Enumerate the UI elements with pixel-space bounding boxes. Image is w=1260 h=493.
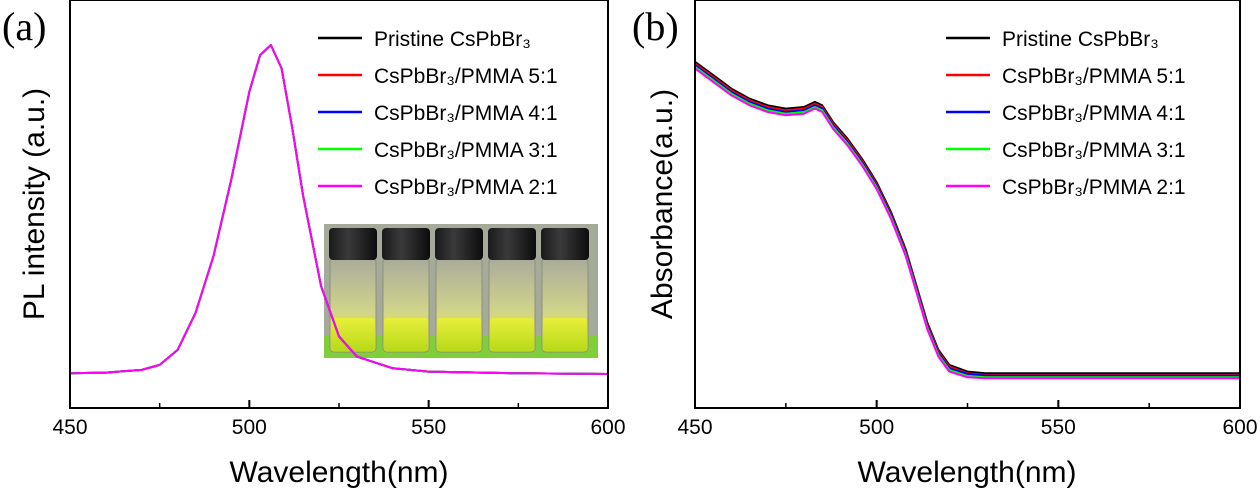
vial-cap xyxy=(435,228,483,260)
series-line-4 xyxy=(694,67,1240,380)
x-tick-label: 500 xyxy=(859,416,894,439)
panel-b-x-ticks: 450 500 550 600 xyxy=(677,400,1258,439)
x-tick-label: 450 xyxy=(677,416,712,439)
panel-b-x-axis-label: Wavelength(nm) xyxy=(858,456,1077,489)
panel-a-pl-spectrum: (a) 450 500 550 600 Wavelength(nm) PL inten… xyxy=(2,0,626,489)
panel-b-letter: (b) xyxy=(632,4,679,49)
panel-a-series xyxy=(69,44,609,375)
x-tick-label: 550 xyxy=(1041,416,1076,439)
legend-label-2: CsPbBr₃/PMMA 4:1 xyxy=(1002,102,1186,125)
panel-a-x-axis-label: Wavelength(nm) xyxy=(230,456,449,489)
vial-liquid xyxy=(437,318,481,351)
legend-label-1: CsPbBr₃/PMMA 5:1 xyxy=(1002,65,1186,88)
panel-a-y-axis-label: PL intensity (a.u.) xyxy=(18,88,51,320)
panel-b-series xyxy=(694,60,1240,380)
panel-a-x-ticks: 450 500 550 600 xyxy=(52,400,626,439)
vial-liquid xyxy=(384,318,428,351)
vial-0 xyxy=(329,228,377,353)
vial-cap xyxy=(329,228,377,260)
vial-cap xyxy=(488,228,536,260)
vial-4 xyxy=(541,228,589,353)
vial-liquid xyxy=(543,318,587,351)
x-tick-label: 550 xyxy=(411,416,446,439)
panel-b-absorbance-spectrum: (b) 450 500 550 600 Wavelength(nm) Absorban… xyxy=(632,0,1258,489)
legend-label-3: CsPbBr₃/PMMA 3:1 xyxy=(1002,139,1186,162)
vials-photo-inset xyxy=(324,224,598,358)
vial-liquid xyxy=(331,318,375,351)
legend-label-4: CsPbBr₃/PMMA 2:1 xyxy=(374,176,558,199)
vial-1 xyxy=(382,228,430,353)
x-tick-label: 600 xyxy=(590,416,625,439)
x-tick-label: 500 xyxy=(232,416,267,439)
legend-label-1: CsPbBr₃/PMMA 5:1 xyxy=(374,65,558,88)
panel-b-legend: Pristine CsPbBr₃ CsPbBr₃/PMMA 5:1 CsPbBr₃/… xyxy=(946,28,1186,199)
vial-cap xyxy=(541,228,589,260)
legend-label-2: CsPbBr₃/PMMA 4:1 xyxy=(374,102,558,125)
legend-label-0: Pristine CsPbBr₃ xyxy=(374,28,531,51)
panel-b-y-axis-label: Absorbance(a.u.) xyxy=(646,89,679,319)
series-line-4 xyxy=(69,44,609,375)
vial-3 xyxy=(488,228,536,353)
vial-liquid xyxy=(490,318,534,351)
panel-a-legend: Pristine CsPbBr₃ CsPbBr₃/PMMA 5:1 CsPbBr₃/… xyxy=(318,28,558,199)
legend-label-4: CsPbBr₃/PMMA 2:1 xyxy=(1002,176,1186,199)
legend-label-0: Pristine CsPbBr₃ xyxy=(1002,28,1159,51)
panel-a-letter: (a) xyxy=(2,4,46,49)
vial-2 xyxy=(435,228,483,353)
x-tick-label: 450 xyxy=(52,416,87,439)
legend-label-3: CsPbBr₃/PMMA 3:1 xyxy=(374,139,558,162)
vial-cap xyxy=(382,228,430,260)
panel-b-frame xyxy=(694,0,1241,409)
x-tick-label: 600 xyxy=(1222,416,1257,439)
